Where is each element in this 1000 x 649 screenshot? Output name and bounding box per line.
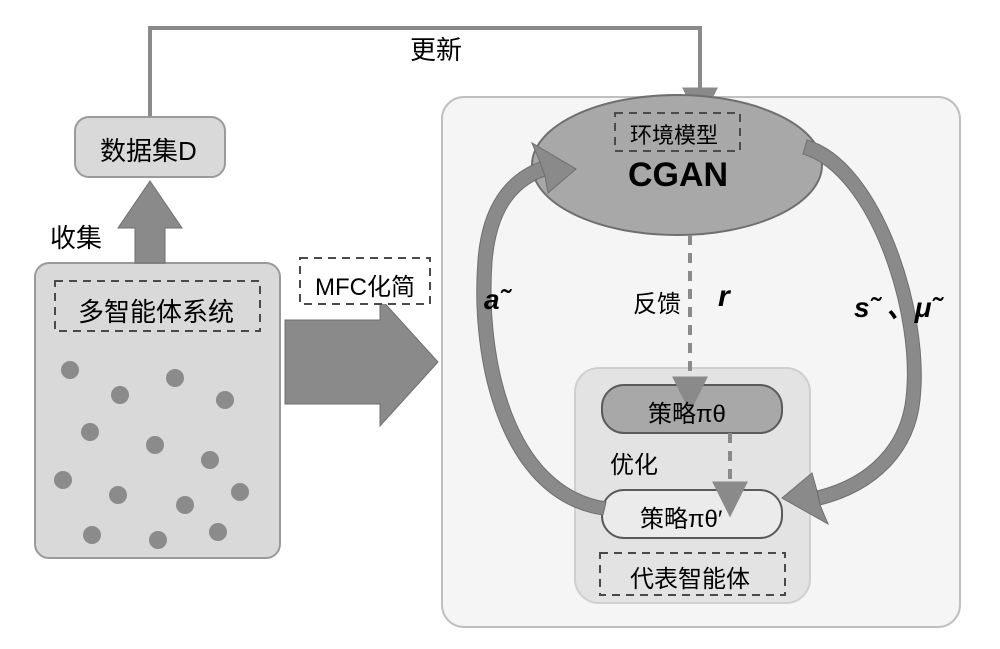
- policy1-label: 策略πθ: [648, 394, 726, 429]
- collect-label: 收集: [50, 218, 102, 255]
- state-symbol: s˜ 、μ˜: [854, 286, 941, 326]
- mas-label: 多智能体系统: [78, 292, 234, 329]
- reward-symbol: r: [718, 280, 730, 314]
- env-model-label: 环境模型: [630, 118, 718, 150]
- feedback-label: 反馈: [633, 284, 681, 319]
- cgan-label: CGAN: [628, 156, 728, 195]
- action-symbol: a˜: [484, 284, 509, 316]
- policy2-label: 策略πθ′: [640, 499, 722, 534]
- collect-arrow: [118, 181, 182, 263]
- update-label: 更新: [410, 30, 462, 67]
- optimize-label: 优化: [610, 445, 658, 480]
- dataset-label: 数据集D: [100, 131, 197, 168]
- mfc-label: MFC化简: [315, 267, 415, 302]
- agent-label: 代表智能体: [630, 559, 750, 594]
- mfc-arrow: [285, 298, 438, 426]
